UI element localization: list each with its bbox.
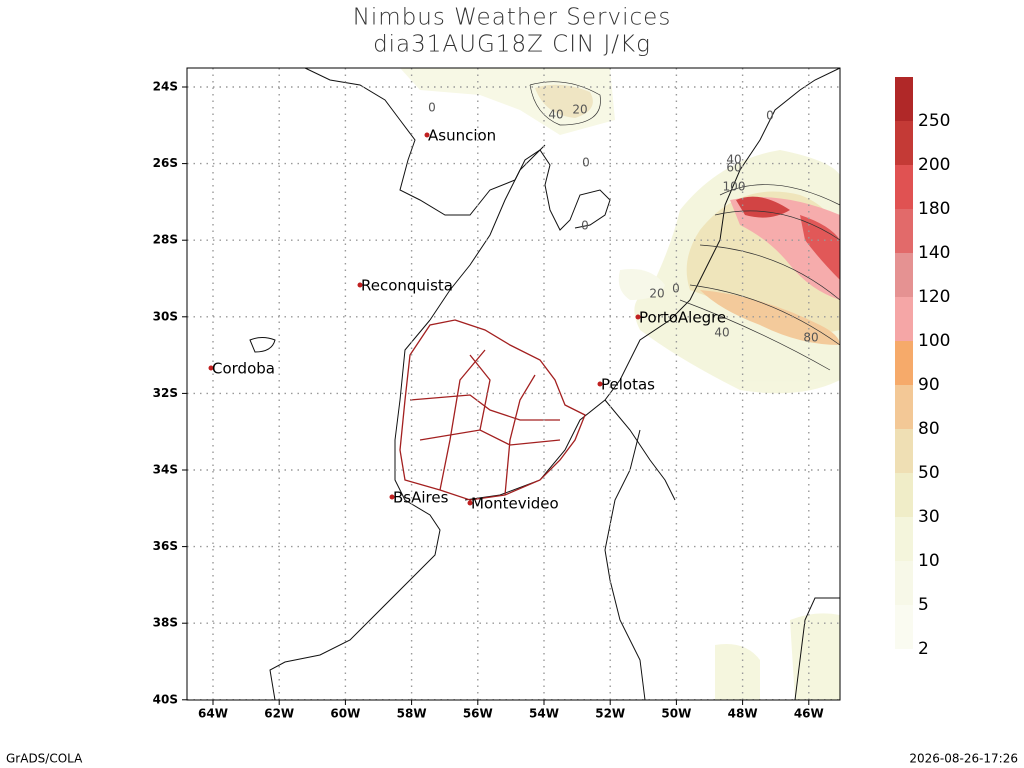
lat-tick-label: 24S (153, 80, 178, 94)
lon-tick-label: 48W (728, 707, 758, 721)
colorbar-label: 30 (918, 507, 940, 527)
colorbar-label: 2 (918, 639, 929, 659)
lon-tick-label: 46W (794, 707, 824, 721)
colorbar-label: 140 (918, 243, 950, 263)
colorbar-box (895, 121, 913, 165)
lon-tick-label: 50W (661, 707, 691, 721)
footer-right: 2026-08-26-17:26 (909, 752, 1018, 766)
colorbar-label: 50 (918, 463, 940, 483)
colorbar-box (895, 561, 913, 605)
contour-label: 0 (428, 101, 436, 115)
colorbar-label: 100 (918, 331, 950, 351)
city-marker (208, 365, 214, 371)
axis-ticks: 24S 26S 28S 30S 32S 34S 36S 38S 40S 64W 62W 60W 58W 5… (153, 80, 824, 721)
contour-label: 100 (723, 180, 746, 194)
city-label: Cordoba (212, 360, 275, 378)
colorbar-box (895, 77, 913, 121)
footer-left: GrADS/COLA (6, 752, 83, 766)
colorbar-box (895, 253, 913, 297)
coastlines (249, 67, 841, 701)
lon-tick-label: 60W (330, 707, 360, 721)
contour-label: 0 (581, 219, 589, 233)
colorbar: 250 200 180 140 120 100 90 80 50 30 10 5 2 (895, 77, 950, 659)
lon-tick-label: 54W (529, 707, 559, 721)
lat-tick-label: 36S (153, 539, 178, 553)
city-label: PortoAlegre (639, 309, 726, 327)
contour-label: 40 (714, 326, 729, 340)
contour-label: 0 (672, 282, 680, 296)
colorbar-label: 250 (918, 111, 950, 131)
country-borders (399, 319, 586, 501)
city-marker (635, 314, 641, 320)
contours (529, 81, 841, 371)
colorbar-label: 200 (918, 155, 950, 175)
city-marker (389, 494, 395, 500)
city-label: BsAires (393, 489, 449, 507)
contour-label: 40 (548, 108, 563, 122)
lat-tick-label: 30S (153, 309, 178, 323)
city-marker (357, 282, 363, 288)
colorbar-box (895, 341, 913, 385)
lon-tick-label: 58W (397, 707, 427, 721)
city-marker (424, 132, 430, 138)
colorbar-box (895, 605, 913, 649)
contour-label: 0 (766, 109, 774, 123)
lon-tick-label: 64W (198, 707, 228, 721)
lat-tick-label: 40S (153, 692, 178, 706)
colorbar-label: 5 (918, 595, 929, 615)
colorbar-label: 10 (918, 551, 940, 571)
colorbar-label: 180 (918, 199, 950, 219)
lat-tick-label: 32S (153, 386, 178, 400)
lat-tick-label: 26S (153, 156, 178, 170)
contour-label: 20 (649, 287, 664, 301)
map: 24S 26S 28S 30S 32S 34S 36S 38S 40S 64W 62W 60W 58W 5… (153, 67, 841, 721)
lon-tick-label: 62W (264, 707, 294, 721)
colorbar-box (895, 473, 913, 517)
colorbar-box (895, 517, 913, 561)
city-label: Montevideo (471, 495, 559, 513)
map-frame (186, 67, 841, 701)
colorbar-box (895, 385, 913, 429)
lat-tick-label: 34S (153, 463, 178, 477)
colorbar-box (895, 209, 913, 253)
contour-label: 80 (803, 331, 818, 345)
colorbar-box (895, 429, 913, 473)
colorbar-label: 90 (918, 375, 940, 395)
lon-tick-label: 52W (595, 707, 625, 721)
lon-tick-label: 56W (463, 707, 493, 721)
lat-tick-label: 28S (153, 233, 178, 247)
title: Nimbus Weather Services (353, 5, 672, 31)
city-label: Asuncion (428, 127, 496, 145)
subtitle: dia31AUG18Z CIN J/Kg (373, 32, 651, 58)
lat-tick-label: 38S (153, 616, 178, 630)
contour-label: 20 (572, 103, 587, 117)
colorbar-label: 80 (918, 419, 940, 439)
contour-label: 60 (726, 161, 741, 175)
city-label: Pelotas (601, 376, 655, 394)
cities: Asuncion Reconquista Cordoba PortoAlegre Pel… (208, 127, 726, 513)
city-marker (597, 381, 603, 387)
colorbar-box (895, 165, 913, 209)
contour-label: 0 (582, 156, 590, 170)
contour-label: 40 (726, 153, 741, 167)
colorbar-label: 120 (918, 287, 950, 307)
colorbar-box (895, 297, 913, 341)
city-label: Reconquista (361, 277, 453, 295)
cin-shading (400, 68, 840, 700)
city-marker (467, 500, 473, 506)
